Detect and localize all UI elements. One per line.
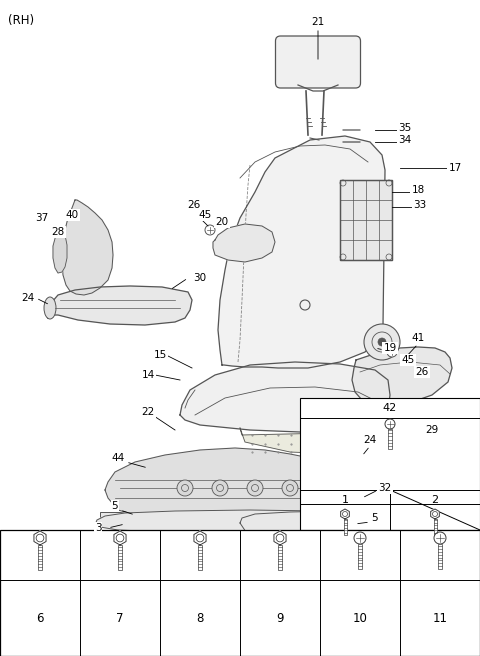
Text: 24: 24 (22, 293, 35, 303)
Text: 26: 26 (187, 200, 201, 210)
Text: 22: 22 (142, 407, 155, 417)
Text: 45: 45 (198, 210, 212, 220)
Polygon shape (341, 509, 349, 519)
Text: 17: 17 (448, 163, 462, 173)
Bar (278, 545, 282, 570)
Text: 11: 11 (432, 611, 447, 625)
Polygon shape (218, 136, 385, 368)
Circle shape (385, 419, 395, 429)
Text: 30: 30 (193, 273, 206, 283)
Text: 21: 21 (312, 17, 324, 27)
Text: 20: 20 (216, 217, 228, 227)
Polygon shape (95, 510, 380, 532)
Circle shape (341, 486, 369, 514)
Text: 34: 34 (398, 135, 412, 145)
Text: 19: 19 (384, 343, 396, 353)
Circle shape (205, 225, 215, 235)
Circle shape (247, 480, 263, 496)
Text: 6: 6 (36, 611, 44, 625)
Circle shape (434, 532, 446, 544)
Polygon shape (240, 428, 405, 455)
Ellipse shape (44, 297, 56, 319)
Text: 40: 40 (65, 210, 79, 220)
Text: 5: 5 (372, 513, 378, 523)
Text: 44: 44 (111, 453, 125, 463)
Bar (38, 545, 42, 570)
Bar (0, 530, 480, 656)
Bar (433, 519, 436, 535)
Polygon shape (274, 531, 286, 545)
Circle shape (354, 532, 366, 544)
Text: 41: 41 (411, 333, 425, 343)
Circle shape (378, 338, 386, 346)
Circle shape (387, 347, 397, 357)
Bar (340, 180, 392, 260)
Text: 15: 15 (154, 350, 167, 360)
Bar (200, 522, 375, 530)
Text: 45: 45 (401, 355, 415, 365)
Polygon shape (213, 224, 275, 262)
Polygon shape (62, 200, 113, 295)
Text: 26: 26 (415, 367, 429, 377)
Bar (118, 545, 122, 570)
Circle shape (282, 480, 298, 496)
Text: 1: 1 (341, 495, 348, 505)
Polygon shape (114, 531, 126, 545)
Text: 3: 3 (95, 523, 101, 533)
Text: 35: 35 (398, 123, 412, 133)
Bar (300, 398, 480, 530)
Bar (198, 545, 202, 570)
Text: 10: 10 (353, 611, 367, 625)
Text: 28: 28 (51, 227, 65, 237)
Text: 14: 14 (142, 370, 155, 380)
Bar (100, 512, 368, 522)
Polygon shape (48, 286, 192, 325)
Polygon shape (34, 531, 46, 545)
Bar (344, 519, 347, 535)
Circle shape (177, 480, 193, 496)
Text: 18: 18 (411, 185, 425, 195)
Text: 24: 24 (363, 435, 377, 445)
FancyBboxPatch shape (276, 36, 360, 88)
Text: 5: 5 (112, 501, 118, 511)
Polygon shape (352, 347, 452, 405)
Text: 2: 2 (432, 495, 439, 505)
Text: 37: 37 (36, 213, 48, 223)
Polygon shape (431, 509, 439, 519)
Polygon shape (194, 531, 206, 545)
Text: 42: 42 (383, 403, 397, 413)
Text: 9: 9 (276, 611, 284, 625)
Text: 33: 33 (413, 200, 427, 210)
Bar (340, 180, 392, 260)
Text: 8: 8 (196, 611, 204, 625)
Polygon shape (105, 448, 362, 518)
Circle shape (364, 324, 400, 360)
Text: (RH): (RH) (8, 14, 34, 27)
Text: 32: 32 (378, 483, 392, 493)
Text: 29: 29 (425, 425, 439, 435)
Bar (388, 429, 392, 449)
Bar (358, 544, 362, 569)
Polygon shape (53, 228, 67, 273)
Polygon shape (180, 362, 390, 432)
Polygon shape (240, 511, 445, 540)
Circle shape (212, 480, 228, 496)
Bar (438, 544, 442, 569)
Text: 7: 7 (116, 611, 124, 625)
